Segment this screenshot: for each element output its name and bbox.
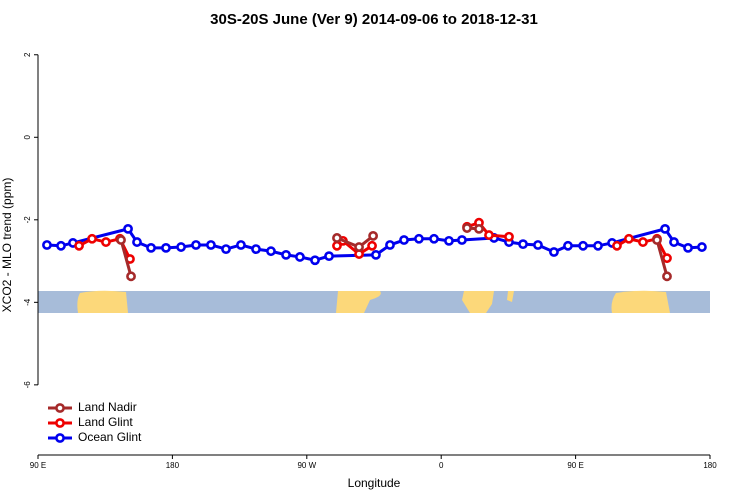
data-point [123,223,133,234]
land-shape [507,291,514,302]
data-point [399,235,409,245]
x-tick-label: 90 W [297,461,316,470]
x-tick-label: 0 [439,461,444,470]
data-point [332,233,342,243]
data-point [191,240,201,250]
data-point [368,230,379,241]
chart-title: 30S-20S June (Ver 9) 2014-09-06 to 2018-… [210,11,538,28]
data-point [518,239,528,250]
data-point [444,235,454,246]
land-shape [336,291,381,313]
x-tick-label: 90 E [567,461,583,470]
data-point [42,240,52,250]
data-point [266,246,276,257]
y-tick-label: -2 [23,216,32,224]
data-point [236,240,246,250]
map-strip [38,290,710,313]
x-tick-label: 90 E [30,461,46,470]
data-point [101,237,111,247]
y-axis-label: XCO2 - MLO trend (ppm) [0,178,14,313]
legend-label: Land Glint [78,415,133,429]
data-point [624,233,634,244]
data-point [74,240,84,251]
legend-marker [55,433,65,443]
data-point [697,242,707,252]
data-point [176,242,186,252]
data-point [660,223,670,234]
data-point [457,235,467,245]
data-point [462,223,472,233]
data-point [414,233,424,244]
data-point [295,252,305,262]
x-tick-label: 180 [703,461,717,470]
data-point [563,240,573,251]
land-shape [611,290,670,313]
data-point [549,247,559,257]
data-point [683,242,693,253]
data-point [484,230,494,240]
land-shape [77,290,128,313]
x-tick-label: 180 [166,461,180,470]
data-point [146,242,156,253]
data-point [371,249,381,260]
x-axis-label: Longitude [348,476,401,490]
legend-label: Land Nadir [78,400,137,414]
data-point [652,235,662,245]
legend-label: Ocean Glint [78,430,142,444]
data-point [662,253,672,264]
data-point [281,249,291,260]
data-point [324,251,334,262]
y-tick-label: -4 [23,298,32,306]
data-point [612,240,622,251]
legend-marker [55,418,65,428]
data-point [56,240,66,251]
data-point [474,223,484,234]
data-point [429,233,439,244]
legend-marker [55,403,65,413]
data-point [161,242,171,253]
series-line [119,226,669,277]
y-tick-label: 2 [23,52,32,57]
data-point [662,271,672,282]
data-point [669,237,679,247]
data-point [87,233,97,244]
data-point [251,244,261,255]
y-tick-label: 0 [23,135,32,140]
ocean-strip [38,291,710,313]
data-point [578,240,588,251]
data-point [310,255,320,266]
data-point [367,240,377,251]
land-shape [462,291,494,313]
data-point [206,240,216,250]
data-point [593,240,603,251]
data-point [221,244,231,255]
y-tick-label: -6 [23,381,32,389]
data-point [504,231,514,242]
data-point [385,240,395,250]
data-point [126,271,136,282]
data-point [533,240,543,250]
data-point [116,235,126,245]
data-point [638,237,648,247]
data-point [132,237,142,247]
data-point [354,242,364,252]
